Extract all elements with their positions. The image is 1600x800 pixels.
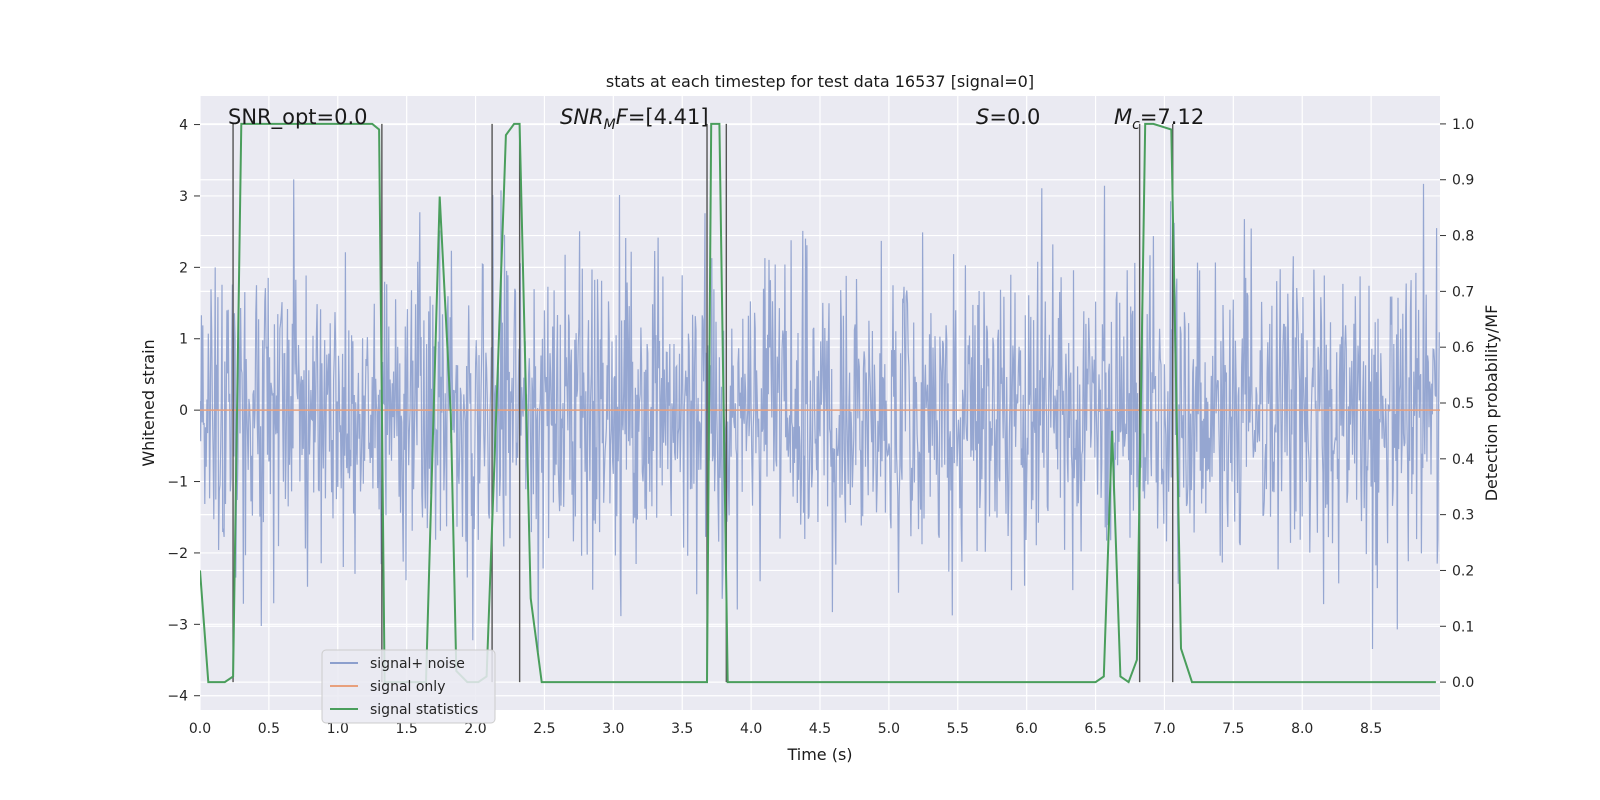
y-right-tick-label: 0.9 xyxy=(1452,173,1474,189)
y-tick-label: 3 xyxy=(179,189,188,205)
legend-label-signal-statistics: signal statistics xyxy=(370,702,478,718)
y-tick-label: 4 xyxy=(179,118,188,134)
x-tick-label: 2.5 xyxy=(533,721,555,737)
y-right-tick-label: 0.0 xyxy=(1452,675,1474,691)
y-right-tick-label: 1.0 xyxy=(1452,117,1474,133)
y-right-tick-label: 0.2 xyxy=(1452,563,1474,579)
annotation-snr-mf: SNRMF=[4.41] xyxy=(560,105,709,133)
x-tick-label: 1.5 xyxy=(396,721,418,737)
legend-box xyxy=(321,649,496,724)
x-tick-label: 3.0 xyxy=(602,721,624,737)
x-tick-label: 4.0 xyxy=(740,721,762,737)
annotation-mc: Mc=7.12 xyxy=(1114,105,1204,133)
y-right-tick-label: 0.6 xyxy=(1452,340,1474,356)
y-right-axis-label: Detection probability/MF xyxy=(1482,305,1501,502)
x-tick-label: 0.0 xyxy=(189,721,211,737)
y-tick-label: −2 xyxy=(167,546,188,562)
y-right-tick-label: 0.3 xyxy=(1452,508,1474,524)
y-right-tick-label: 0.8 xyxy=(1452,229,1474,245)
y-tick-label: 0 xyxy=(179,403,188,419)
annotation-s: S=0.0 xyxy=(976,105,1040,129)
y-tick-label: −1 xyxy=(167,475,188,491)
x-tick-label: 0.5 xyxy=(258,721,280,737)
legend-label-signal-plus-noise: signal+ noise xyxy=(370,656,465,672)
chart-title: stats at each timestep for test data 165… xyxy=(606,72,1034,91)
x-tick-label: 1.0 xyxy=(327,721,349,737)
y-tick-label: 2 xyxy=(179,260,188,276)
y-right-tick-label: 0.4 xyxy=(1452,452,1474,468)
y-right-tick-label: 0.7 xyxy=(1452,284,1474,300)
series-signal-statistics xyxy=(200,122,1436,684)
x-axis-label: Time (s) xyxy=(786,745,852,764)
series-signal-plus-noise xyxy=(200,179,1440,653)
x-tick-label: 8.0 xyxy=(1291,721,1313,737)
x-tick-label: 4.5 xyxy=(809,721,831,737)
x-tick-label: 6.5 xyxy=(1084,721,1106,737)
y-right-tick-labels: 1.0 0.9 0.8 0.7 0.6 0.5 0.4 0.3 0.2 0.1 0.0 xyxy=(1440,117,1474,691)
x-tick-label: 5.0 xyxy=(878,721,900,737)
x-tick-label: 6.0 xyxy=(1016,721,1038,737)
x-tick-label: 8.5 xyxy=(1360,721,1382,737)
legend: signal+ noise signal only signal statist… xyxy=(321,649,496,724)
x-tick-label: 5.5 xyxy=(947,721,969,737)
x-tick-labels: 0.0 0.5 1.0 1.5 2.0 2.5 3.0 3.5 4.0 4.5 5.0 5.5 6.0 6… xyxy=(189,721,1382,737)
x-tick-label: 2.0 xyxy=(464,721,486,737)
y-axis-label: Whitened strain xyxy=(139,339,158,466)
y-right-tick-label: 0.5 xyxy=(1452,396,1474,412)
y-tick-label: −3 xyxy=(167,617,188,633)
x-tick-label: 3.5 xyxy=(671,721,693,737)
legend-label-signal-only: signal only xyxy=(370,679,445,695)
y-tick-label: −4 xyxy=(167,689,188,705)
x-tick-label: 7.5 xyxy=(1222,721,1244,737)
y-tick-labels: 4 3 2 1 0 −1 −2 −3 −4 xyxy=(167,118,200,705)
y-right-tick-label: 0.1 xyxy=(1452,619,1474,635)
annotation-snr-opt: SNR_opt=0.0 xyxy=(228,105,368,130)
y-tick-label: 1 xyxy=(179,332,188,348)
x-tick-label: 7.0 xyxy=(1153,721,1175,737)
